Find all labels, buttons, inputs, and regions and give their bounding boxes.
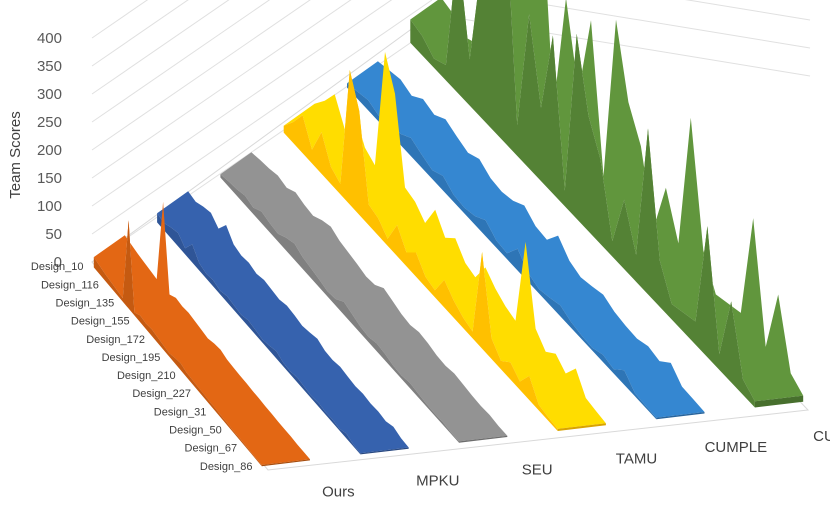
depth-label: Design_10 xyxy=(31,261,84,273)
ribbon-top xyxy=(283,51,606,429)
ribbon-face xyxy=(410,0,755,408)
ribbon-face xyxy=(157,213,361,455)
ribbon-cap xyxy=(261,459,310,467)
ribbon-top xyxy=(410,0,804,402)
y-tick-label: 150 xyxy=(37,170,62,187)
ribbon-cap xyxy=(557,423,606,431)
y-tick-label: 200 xyxy=(37,142,62,159)
ribbon-top xyxy=(220,152,508,442)
depth-label: Design_116 xyxy=(41,279,99,291)
ribbon-top xyxy=(93,201,310,465)
y-tick-label: 50 xyxy=(45,226,62,243)
y-tick-label: 250 xyxy=(37,114,62,131)
series-label-cump: CUMP xyxy=(813,428,830,445)
y-tick-label: 400 xyxy=(37,30,62,47)
series-label-seu: SEU xyxy=(522,461,553,478)
series-tamu xyxy=(283,51,606,431)
depth-label: Design_210 xyxy=(117,370,176,382)
depth-label: Design_155 xyxy=(71,316,130,328)
ribbon-top xyxy=(347,61,705,418)
depth-label: Design_135 xyxy=(56,297,115,309)
y-axis-ticks: 0 50 100 150 200 250 300 350 400 xyxy=(37,30,62,271)
ribbon-face xyxy=(220,174,459,443)
series-seu xyxy=(220,152,508,443)
ribbon-cap xyxy=(459,435,508,443)
y-axis-label: Team Scores xyxy=(7,111,24,199)
series-ours xyxy=(93,201,310,467)
series-label-ours: Ours xyxy=(322,483,355,500)
depth-label: Design_86 xyxy=(200,461,253,473)
depth-label: Design_227 xyxy=(132,388,191,400)
y-tick-label: 100 xyxy=(37,198,62,215)
ribbon-cap xyxy=(754,395,804,408)
depth-label: Design_31 xyxy=(154,406,207,418)
ribbon-face xyxy=(283,70,558,431)
y-tick-label: 0 xyxy=(54,254,62,271)
series-cumple xyxy=(347,61,705,420)
depth-label: Design_67 xyxy=(185,443,238,455)
ribbon-top xyxy=(157,191,409,454)
series-cump xyxy=(410,0,804,408)
depth-label: Design_195 xyxy=(102,352,161,364)
series-axis-labels: Ours MPKU SEU TAMU CUMPLE CUMP xyxy=(322,428,830,500)
series-mpku xyxy=(157,191,409,455)
depth-axis-labels: Design_10 Design_116 Design_135 Design_155 D… xyxy=(31,261,253,473)
y-tick-label: 350 xyxy=(37,58,62,75)
ribbon-cap xyxy=(656,412,705,420)
series-label-cumple: CUMPLE xyxy=(705,439,768,456)
depth-label: Design_50 xyxy=(169,425,222,437)
series-label-mpku: MPKU xyxy=(416,472,459,489)
ribbon-face xyxy=(347,83,657,420)
series-ribbons xyxy=(93,0,804,467)
y-tick-label: 300 xyxy=(37,86,62,103)
series-label-tamu: TAMU xyxy=(616,450,657,467)
depth-label: Design_172 xyxy=(86,334,145,346)
ribbon-cap xyxy=(360,447,409,455)
